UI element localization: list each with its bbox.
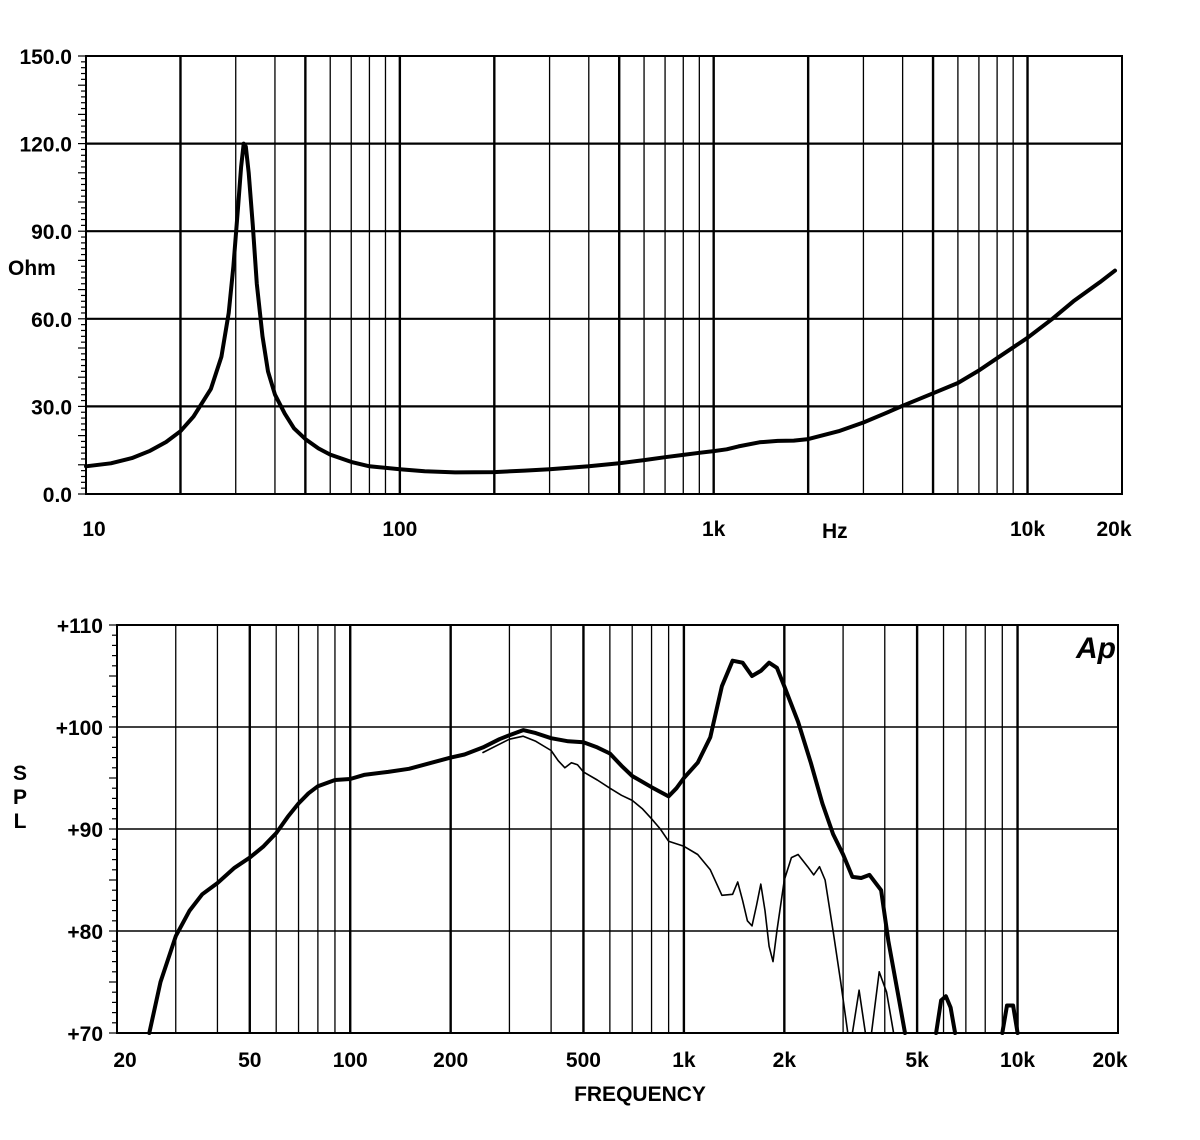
spl-x-tick-label: 2k	[773, 1049, 797, 1072]
spl-x-tick-label: 500	[566, 1049, 601, 1072]
spl-x-tick-label: 10k	[1000, 1049, 1035, 1072]
spl-grid	[117, 625, 1118, 1033]
spl-series-thick-line	[147, 658, 907, 1035]
spl-x-tick-label: 5k	[905, 1049, 929, 1072]
spl-x-tick-label: 50	[238, 1049, 261, 1072]
spl-series-thick-line	[1000, 1003, 1020, 1035]
spl-x-axis-label: FREQUENCY	[574, 1083, 706, 1106]
impedance-x-tick-label: 10	[82, 518, 105, 541]
spl-series-thin-line	[482, 735, 849, 1034]
spl-x-tick-label: 1k	[672, 1049, 696, 1072]
spl-series-thin-line	[851, 989, 867, 1034]
impedance-grid	[86, 56, 1122, 494]
impedance-x-tick-label: 20k	[1096, 518, 1131, 541]
spl-x-tick-label: 200	[433, 1049, 468, 1072]
spl-x-tick-label: 20	[113, 1049, 136, 1072]
impedance-plot-frame	[85, 55, 1123, 495]
spl-series-thick-line	[934, 994, 958, 1035]
impedance-minor-ticks	[78, 55, 86, 495]
impedance-y-axis-label: Ohm	[8, 257, 56, 280]
impedance-series-thick-line	[84, 141, 1117, 475]
impedance-x-tick-label: 1k	[702, 518, 726, 541]
spl-x-tick-labels: 20 50 100 200 500 1k 2k 5k 10k 20k	[113, 1049, 1128, 1072]
impedance-x-tick-label: 100	[382, 518, 417, 541]
impedance-y-tick-label: 30.0	[31, 396, 72, 419]
spl-y-axis-label-letter: L	[14, 810, 27, 833]
impedance-series	[84, 141, 1117, 475]
spl-chart: +70 +80 +90 +100 +110 20 50 100 200 500 1k 2k 5k 10k…	[13, 615, 1128, 1106]
impedance-y-tick-label: 150.0	[19, 46, 72, 69]
spl-y-axis-label-letter: P	[13, 786, 27, 809]
impedance-y-tick-label: 90.0	[31, 221, 72, 244]
spl-y-tick-label: +70	[67, 1023, 103, 1046]
impedance-x-tick-label: 10k	[1010, 518, 1045, 541]
impedance-y-tick-label: 60.0	[31, 309, 72, 332]
ap-logo: Ap	[1075, 632, 1116, 665]
spl-y-tick-labels: +70 +80 +90 +100 +110	[56, 615, 103, 1046]
spl-y-tick-label: +100	[56, 717, 103, 740]
spl-y-tick-label: +110	[57, 615, 103, 638]
spl-x-tick-label: 20k	[1092, 1049, 1127, 1072]
impedance-y-tick-labels: 0.0 30.0 60.0 90.0 120.0 150.0	[19, 46, 72, 507]
impedance-x-axis-label: Hz	[822, 520, 848, 543]
spl-y-tick-label: +80	[67, 921, 103, 944]
spl-y-axis-label-letter: S	[13, 762, 27, 785]
spl-minor-ticks	[109, 624, 117, 1034]
spl-series	[147, 658, 1020, 1035]
impedance-y-tick-label: 120.0	[19, 134, 72, 157]
impedance-x-tick-labels: 10 100 1k 10k 20k	[82, 518, 1132, 541]
impedance-y-tick-label: 0.0	[43, 484, 72, 507]
spl-x-tick-label: 100	[333, 1049, 368, 1072]
spl-y-tick-label: +90	[67, 819, 103, 842]
spl-series-thin-line	[870, 971, 895, 1034]
